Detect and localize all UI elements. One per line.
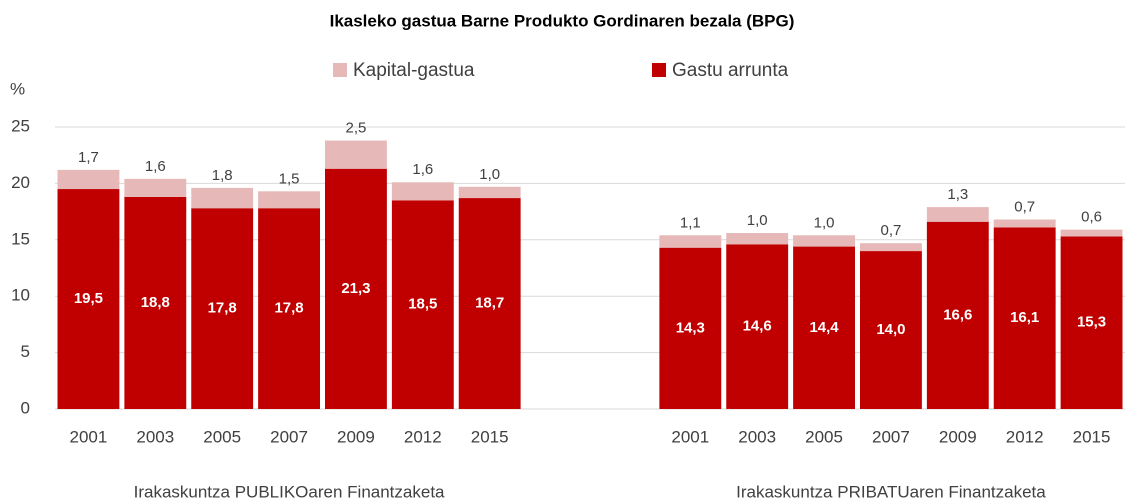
value-label: 0,7: [881, 222, 902, 239]
x-tick-label: 2001: [70, 427, 108, 446]
legend-label: Gastu arrunta: [672, 60, 789, 81]
y-axis-label: %: [10, 79, 25, 98]
value-label: 18,5: [408, 296, 437, 313]
bar-segment: [793, 235, 855, 247]
value-label: 17,8: [208, 300, 237, 317]
x-tick-label: 2012: [404, 427, 442, 446]
bar-segment: [191, 208, 254, 409]
x-tick-label: 2012: [1006, 427, 1044, 446]
bar-segment: [258, 208, 320, 409]
bar-segment: [124, 178, 187, 197]
x-tick-label: 2007: [270, 427, 308, 446]
bar-segment: [1060, 229, 1123, 237]
value-label: 1,6: [412, 161, 433, 178]
value-label: 18,8: [141, 294, 170, 311]
bar-segment: [993, 227, 1056, 409]
value-label: 1,3: [947, 186, 968, 203]
x-tick-label: 2003: [136, 427, 174, 446]
y-tick-label: 15: [11, 229, 30, 248]
bar-segment: [57, 189, 120, 409]
bar-segment: [325, 140, 387, 169]
group-label: Irakaskuntza PUBLIKOaren Finantzaketa: [134, 482, 445, 501]
bar-segment: [926, 207, 989, 222]
x-tick-label: 2009: [337, 427, 375, 446]
bar-segment: [258, 191, 320, 209]
bar-segment: [926, 221, 989, 409]
bar-segment: [458, 198, 521, 409]
value-label: 1,5: [279, 170, 300, 187]
bar-segment: [391, 182, 454, 201]
bar-segment: [391, 200, 454, 409]
bar-segment: [325, 168, 387, 409]
bar-segment: [860, 251, 922, 409]
x-tick-label: 2005: [805, 427, 843, 446]
value-label: 2,5: [346, 120, 367, 137]
group-label: Irakaskuntza PRIBATUaren Finantzaketa: [736, 482, 1046, 501]
y-tick-label: 0: [21, 398, 30, 417]
x-tick-label: 2015: [471, 427, 509, 446]
x-tick-label: 2007: [872, 427, 910, 446]
value-label: 1,0: [479, 166, 500, 183]
bar-segment: [1060, 236, 1123, 409]
bar-segment: [57, 169, 120, 190]
bar-segment: [726, 244, 789, 409]
value-label: 16,1: [1010, 309, 1039, 326]
x-tick-label: 2015: [1073, 427, 1111, 446]
legend-swatch: [652, 63, 666, 77]
y-tick-label: 25: [11, 116, 30, 135]
x-tick-label: 2005: [203, 427, 241, 446]
chart-title: Ikasleko gastua Barne Produkto Gordinare…: [330, 11, 795, 30]
value-label: 1,0: [814, 214, 835, 231]
y-tick-label: 5: [21, 342, 30, 361]
value-label: 14,6: [743, 318, 772, 335]
value-label: 15,3: [1077, 314, 1106, 331]
value-label: 14,0: [876, 321, 905, 338]
y-tick-label: 20: [11, 173, 30, 192]
value-label: 16,6: [943, 306, 972, 323]
value-label: 1,8: [212, 167, 233, 184]
bar-segment: [124, 196, 187, 409]
bar-segment: [726, 233, 789, 245]
value-label: 18,7: [475, 295, 504, 312]
value-label: 1,0: [747, 212, 768, 229]
x-tick-label: 2003: [738, 427, 776, 446]
y-tick-label: 10: [11, 286, 30, 305]
legend-label: Kapital-gastua: [353, 60, 475, 81]
value-label: 0,6: [1081, 209, 1102, 226]
value-label: 17,8: [274, 300, 303, 317]
value-label: 21,3: [341, 280, 370, 297]
x-tick-label: 2001: [671, 427, 709, 446]
value-label: 19,5: [74, 290, 103, 307]
value-label: 1,1: [680, 214, 701, 231]
bar-segment: [458, 186, 521, 199]
value-label: 1,7: [78, 149, 99, 166]
bar-segment: [993, 219, 1056, 228]
bar-segment: [793, 246, 855, 409]
value-label: 14,4: [809, 319, 839, 336]
x-tick-label: 2009: [939, 427, 977, 446]
bar-segment: [860, 243, 922, 252]
bar-segment: [191, 187, 254, 209]
value-label: 0,7: [1014, 198, 1035, 215]
legend-swatch: [333, 63, 347, 77]
value-label: 14,3: [676, 319, 705, 336]
bar-segment: [659, 247, 722, 409]
value-label: 1,6: [145, 158, 166, 175]
bar-segment: [659, 235, 722, 248]
